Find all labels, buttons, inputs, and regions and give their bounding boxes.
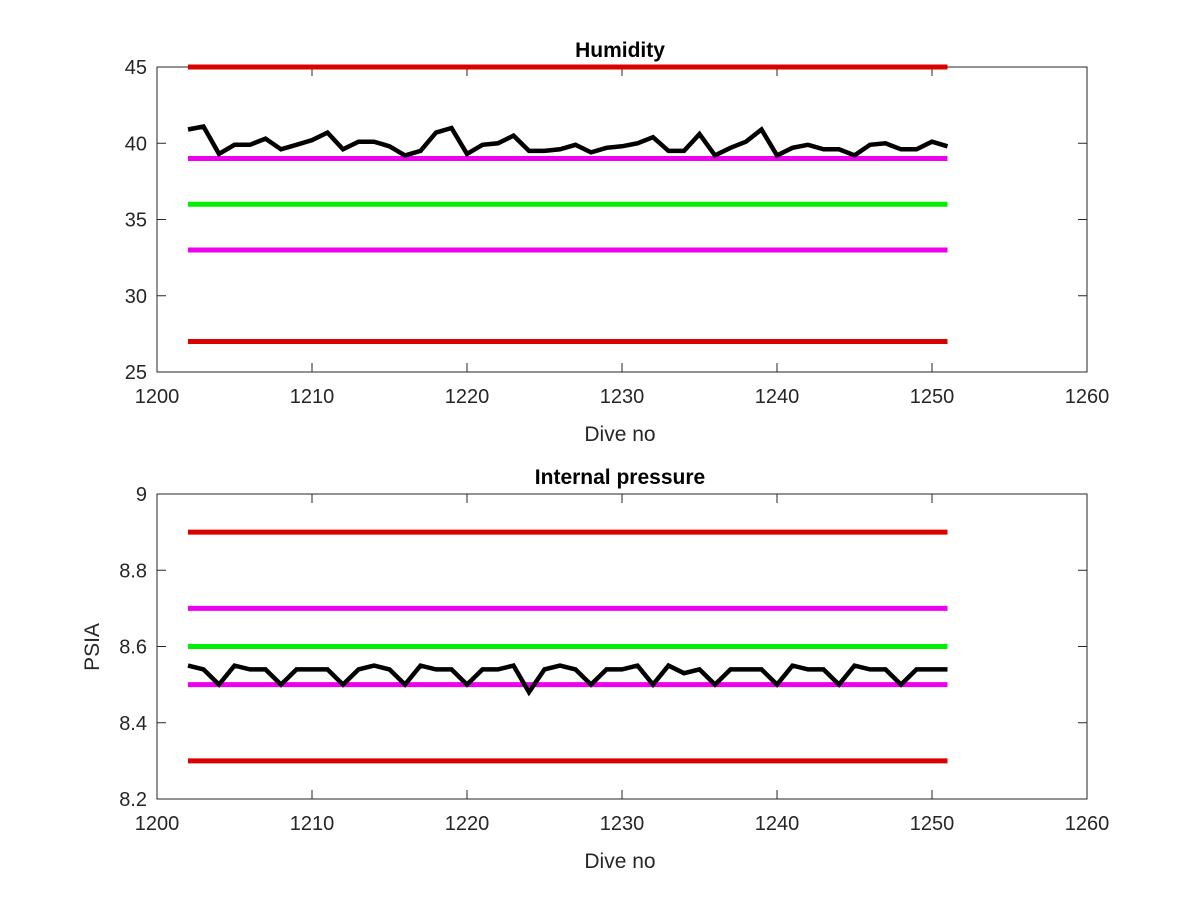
pressure-y-tick-label: 8.2 (119, 789, 147, 811)
pressure-y-axis-label: PSIA (81, 623, 104, 671)
humidity-x-tick-label: 1250 (910, 386, 955, 408)
humidity-x-tick-label: 1260 (1065, 386, 1110, 408)
pressure-x-tick-label: 1220 (445, 813, 490, 835)
humidity-plot-area: 1200 1210 1220 1230 1240 1250 1260 25 30 35 40 45 (125, 57, 1110, 408)
humidity-y-tick-label: 30 (125, 286, 147, 308)
pressure-plot-area: 1200 1210 1220 1230 1240 1250 1260 8.2 8.4 8.6 8.8… (119, 484, 1109, 835)
pressure-x-tick-label: 1260 (1065, 813, 1110, 835)
pressure-y-tick-label: 9 (136, 484, 147, 506)
pressure-y-tick-label: 8.4 (119, 713, 147, 735)
humidity-x-tick-label: 1230 (600, 386, 645, 408)
pressure-x-tick-label: 1210 (290, 813, 335, 835)
humidity-y-tick-label: 45 (125, 57, 147, 79)
pressure-x-tick-label: 1250 (910, 813, 955, 835)
pressure-x-tick-label: 1200 (135, 813, 180, 835)
humidity-x-tick-label: 1200 (135, 386, 180, 408)
humidity-y-tick-label: 40 (125, 133, 147, 155)
humidity-panel: Humidity Dive no 1200 1210 1220 1230 1240 125… (125, 39, 1110, 446)
humidity-y-tick-label: 25 (125, 362, 147, 384)
humidity-x-tick-label: 1220 (445, 386, 490, 408)
pressure-title: Internal pressure (535, 466, 705, 489)
humidity-x-tick-label: 1210 (290, 386, 335, 408)
pressure-x-tick-label: 1230 (600, 813, 645, 835)
pressure-x-tick-label: 1240 (755, 813, 800, 835)
pressure-x-axis-label: Dive no (584, 850, 655, 873)
humidity-data-line (187, 123, 949, 159)
pressure-panel: Internal pressure Dive no PSIA 1200 1210 1… (81, 466, 1109, 873)
humidity-x-axis-label: Dive no (584, 423, 655, 446)
pressure-data-line (187, 662, 948, 697)
humidity-x-tick-label: 1240 (755, 386, 800, 408)
pressure-y-tick-label: 8.8 (119, 560, 147, 582)
pressure-y-tick-label: 8.6 (119, 637, 147, 659)
humidity-title: Humidity (575, 39, 665, 62)
humidity-y-tick-label: 35 (125, 210, 147, 232)
